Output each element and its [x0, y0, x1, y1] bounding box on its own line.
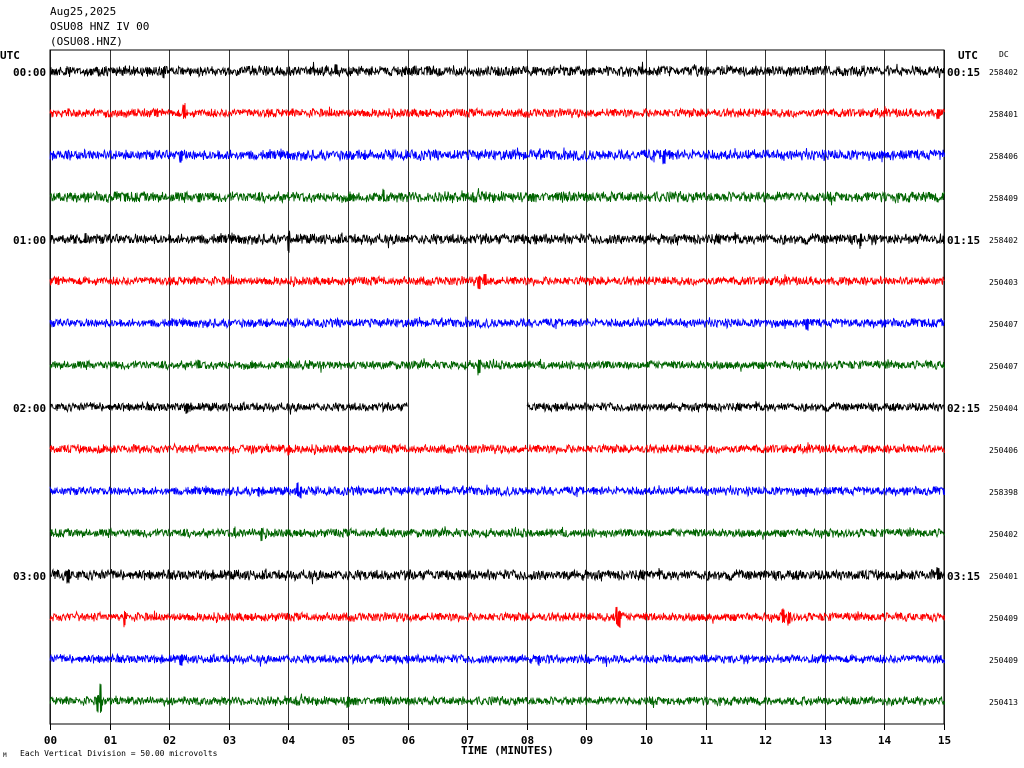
dc-header-label: DC — [999, 50, 1009, 59]
trace-1 — [49, 61, 945, 79]
trace-dc-label: 258402 — [989, 236, 1018, 245]
right-time-label: 01:15 — [947, 234, 980, 247]
x-tick-label: 02 — [163, 734, 176, 747]
trace-10 — [49, 442, 945, 456]
x-tick-label: 09 — [580, 734, 593, 747]
trace-8 — [49, 357, 945, 376]
trace-11 — [49, 482, 945, 499]
x-tick-label: 11 — [700, 734, 714, 747]
trace-dc-label: 250409 — [989, 656, 1018, 665]
trace-13 — [49, 567, 945, 585]
trace-14 — [49, 606, 945, 628]
left-time-label: 01:00 — [13, 234, 46, 247]
x-tick-label: 07 — [461, 734, 474, 747]
left-time-label: 00:00 — [13, 66, 46, 79]
trace-2 — [49, 102, 945, 120]
trace-dc-label: 258402 — [989, 68, 1018, 77]
x-tick-label: 08 — [521, 734, 534, 747]
plot-frame — [49, 49, 945, 725]
trace-12 — [49, 526, 945, 542]
trace-dc-label: 250406 — [989, 446, 1018, 455]
trace-dc-label: 250407 — [989, 362, 1018, 371]
x-tick-label: 00 — [44, 734, 57, 747]
trace-dc-label: 250413 — [989, 698, 1018, 707]
x-tick-label: 03 — [223, 734, 236, 747]
right-time-label: 00:15 — [947, 66, 980, 79]
x-tick-label: 06 — [402, 734, 416, 747]
x-tick-label: 13 — [819, 734, 832, 747]
trace-dc-label: 258401 — [989, 110, 1018, 119]
x-tick-label: 04 — [282, 734, 296, 747]
trace-dc-label: 250402 — [989, 530, 1018, 539]
trace-dc-label: 250404 — [989, 404, 1018, 413]
trace-5 — [49, 230, 945, 253]
left-time-label: 02:00 — [13, 402, 46, 415]
x-axis-title: TIME (MINUTES) — [461, 744, 554, 757]
station-line-label: OSU08 HNZ IV 00 — [50, 20, 150, 33]
right-time-label: 03:15 — [947, 570, 980, 583]
x-tick-label: 14 — [878, 734, 892, 747]
trace-6 — [49, 273, 945, 290]
trace-dc-label: 250401 — [989, 572, 1018, 581]
x-tick-label: 10 — [640, 734, 653, 747]
x-tick-label: 05 — [342, 734, 355, 747]
trace-dc-label: 258406 — [989, 152, 1018, 161]
trace-16 — [49, 683, 945, 713]
trace-9 — [49, 400, 945, 415]
trace-dc-label: 250409 — [989, 614, 1018, 623]
trace-dc-label: 250407 — [989, 320, 1018, 329]
right-utc-label: UTC — [958, 49, 978, 62]
left-time-label: 03:00 — [13, 570, 46, 583]
station-code-label: (OSU08.HNZ) — [50, 35, 123, 48]
right-time-label: 02:15 — [947, 402, 980, 415]
x-tick-label: 15 — [938, 734, 951, 747]
trace-4 — [49, 188, 945, 206]
left-utc-label: UTC — [0, 49, 20, 62]
trace-15 — [49, 652, 945, 667]
trace-dc-label: 258409 — [989, 194, 1018, 203]
date-label: Aug25,2025 — [50, 5, 117, 18]
trace-dc-label: 250403 — [989, 278, 1018, 287]
corner-mark: M — [3, 752, 7, 759]
trace-3 — [49, 147, 945, 165]
trace-dc-label: 258398 — [989, 488, 1018, 497]
scale-note: Each Vertical Division = 50.00 microvolt… — [20, 749, 218, 758]
x-tick-label: 12 — [759, 734, 772, 747]
trace-7 — [49, 316, 945, 331]
x-tick-label: 01 — [104, 734, 118, 747]
